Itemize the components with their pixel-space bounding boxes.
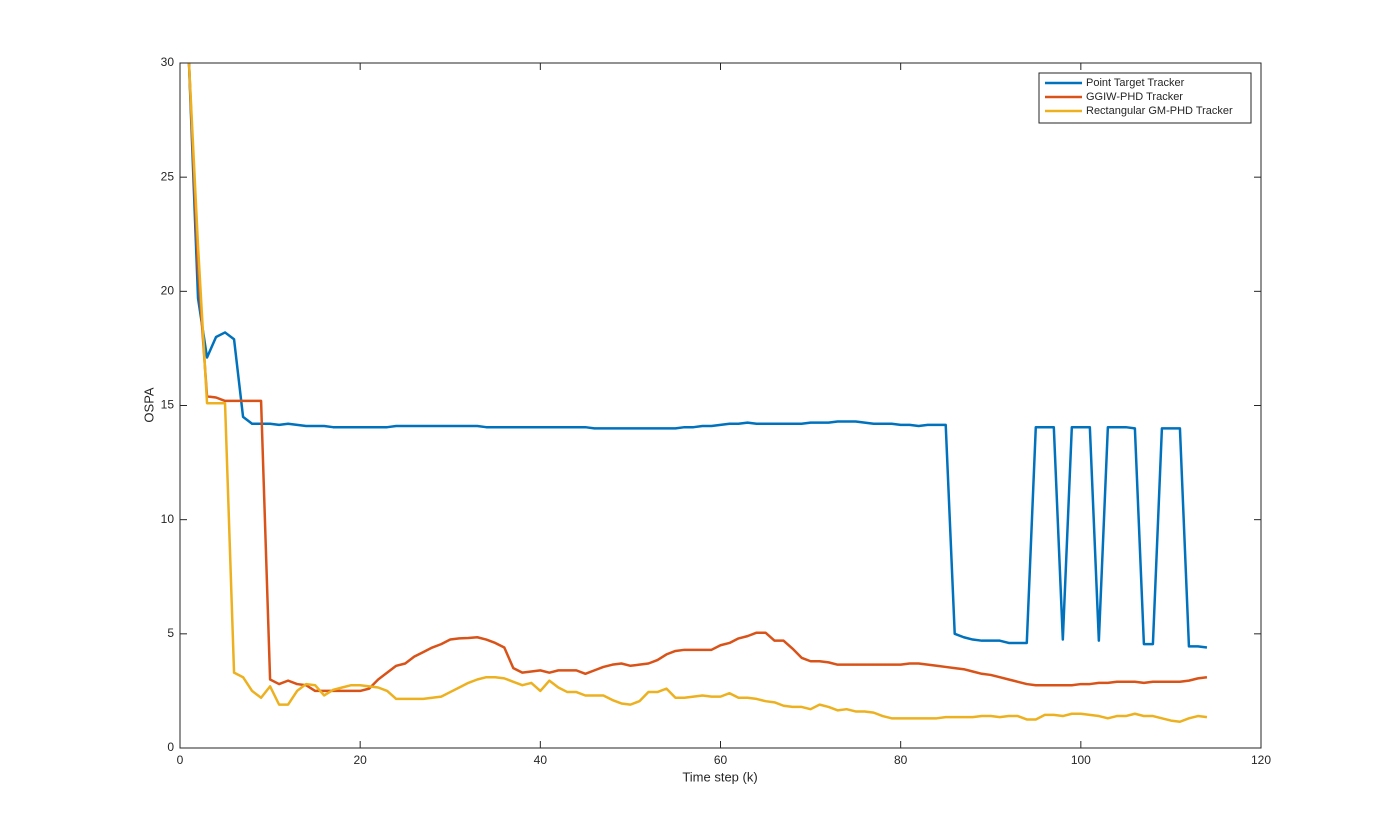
- x-tick-label: 80: [894, 753, 908, 767]
- x-tick-label: 120: [1251, 753, 1271, 767]
- y-tick-label: 10: [161, 512, 175, 526]
- y-tick-label: 20: [161, 284, 175, 298]
- legend-label: Rectangular GM-PHD Tracker: [1086, 105, 1233, 117]
- y-tick-label: 25: [161, 169, 175, 183]
- y-tick-label: 30: [161, 55, 175, 69]
- series-line: [187, 62, 1208, 649]
- y-tick-label: 0: [167, 740, 174, 754]
- y-tick-label: 5: [167, 626, 174, 640]
- y-tick-label: 15: [161, 398, 175, 412]
- x-tick-label: 20: [353, 753, 367, 767]
- axes-box: [179, 62, 1262, 749]
- series-line: [187, 62, 1208, 693]
- y-axis-label: OSPA: [141, 387, 156, 422]
- x-axis-label: Time step (k): [682, 769, 757, 784]
- x-tick-label: 40: [534, 753, 548, 767]
- x-tick-label: 0: [177, 753, 184, 767]
- legend-label: Point Target Tracker: [1086, 77, 1185, 89]
- legend-label: GGIW-PHD Tracker: [1086, 91, 1183, 103]
- series-line: [187, 62, 1208, 723]
- x-tick-label: 100: [1071, 753, 1091, 767]
- x-tick-label: 60: [714, 753, 728, 767]
